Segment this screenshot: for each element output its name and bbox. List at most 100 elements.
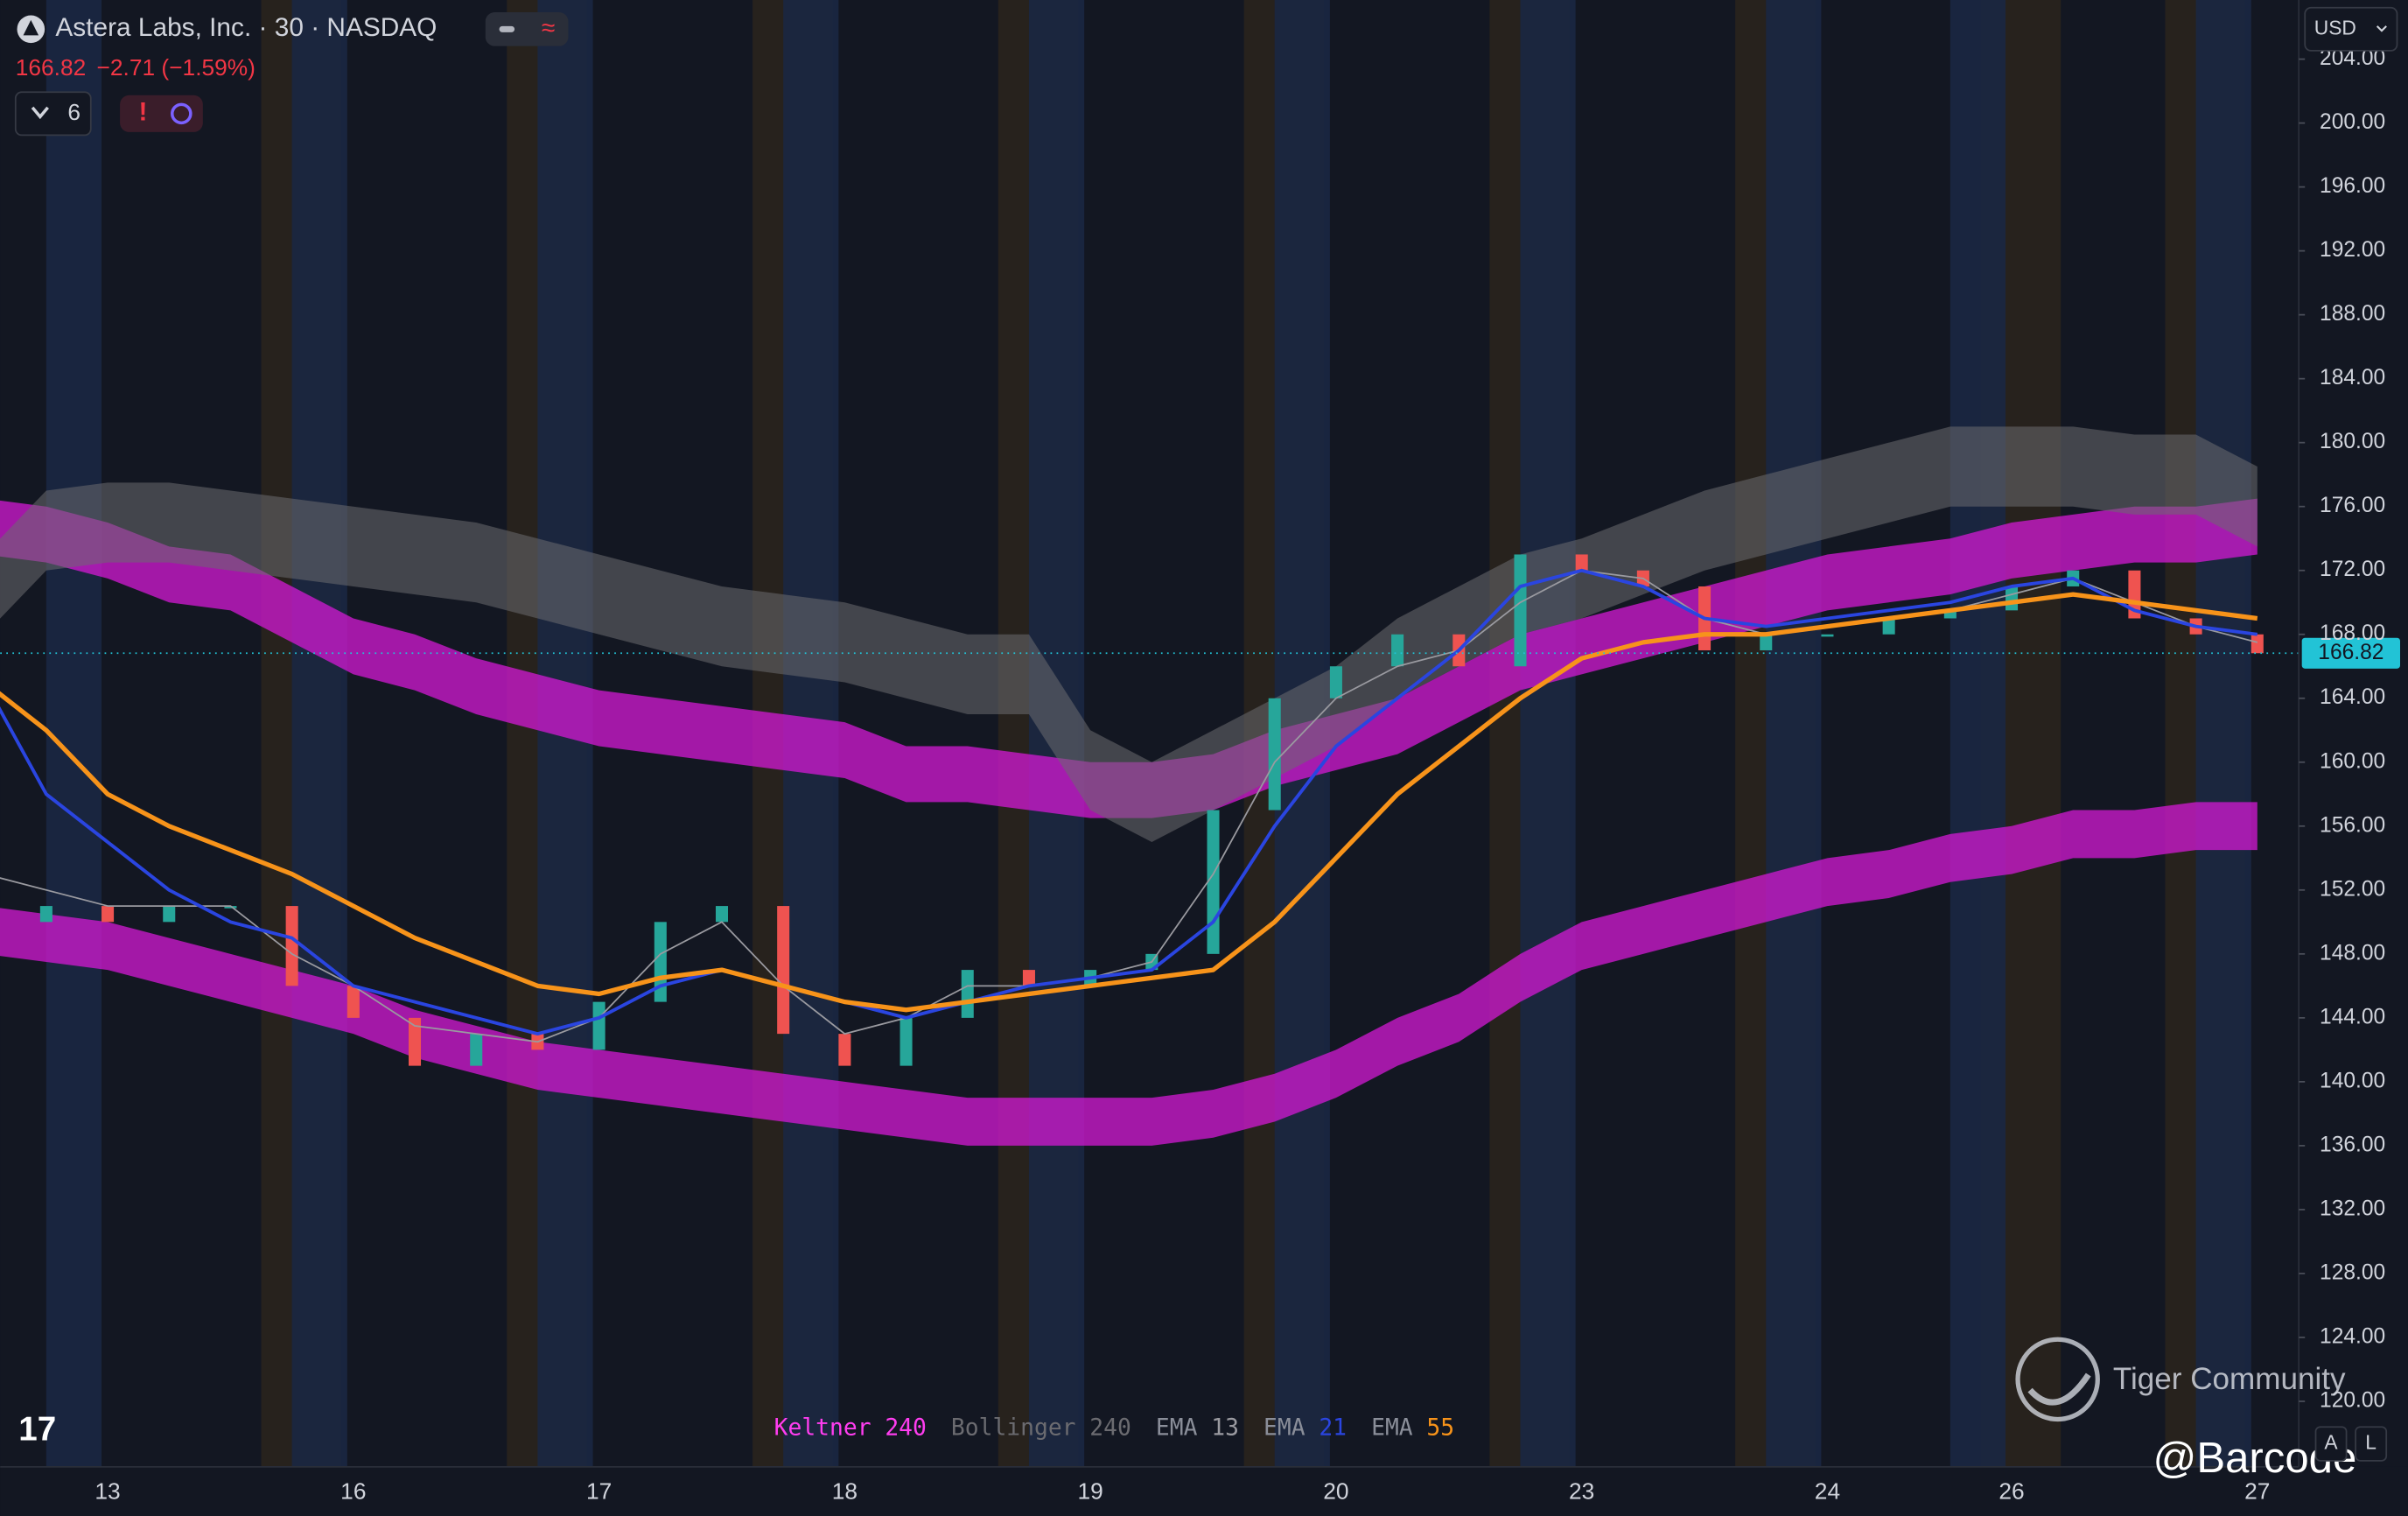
plot xyxy=(0,426,2300,1146)
y-tick-label: 196.00 xyxy=(2320,174,2385,198)
y-tick-label: 180.00 xyxy=(2320,430,2385,453)
candle xyxy=(1391,634,1404,667)
candle xyxy=(777,906,790,1035)
candle xyxy=(1514,554,1527,667)
button-label: L xyxy=(2365,1431,2376,1454)
status-pill[interactable] xyxy=(485,12,569,46)
y-tick-label: 144.00 xyxy=(2320,1005,2385,1028)
x-tick-label: 27 xyxy=(2244,1478,2270,1505)
sync-icon xyxy=(171,102,192,125)
y-tick-label: 136.00 xyxy=(2320,1133,2385,1156)
x-tick-label: 19 xyxy=(1078,1478,1103,1505)
y-tick-label: 128.00 xyxy=(2320,1260,2385,1284)
candle xyxy=(1943,610,1956,619)
log-scale-button[interactable] xyxy=(2355,1426,2388,1462)
x-tick-label: 23 xyxy=(1569,1478,1594,1505)
y-tick-label: 176.00 xyxy=(2320,494,2385,517)
candle xyxy=(961,970,974,1018)
chevron-icon xyxy=(31,106,49,120)
legend-length: 55 xyxy=(1426,1414,1454,1441)
bollinger-ribbon xyxy=(0,426,2258,843)
candle xyxy=(1760,634,1773,650)
x-tick-label: 24 xyxy=(1815,1478,1840,1505)
y-tick-label: 152.00 xyxy=(2320,877,2385,901)
legend-name: EMA xyxy=(1264,1414,1306,1441)
x-tick-label: 16 xyxy=(340,1478,366,1505)
candle xyxy=(654,922,667,1002)
y-tick-label: 172.00 xyxy=(2320,558,2385,581)
candle xyxy=(1329,666,1342,698)
auto-scale-button[interactable] xyxy=(2314,1426,2348,1462)
last-price-tag xyxy=(2301,637,2400,669)
axes: 166.82 120.00 124.00 128.00 132.00 136.00 140.… xyxy=(94,46,2400,1505)
legend-length: 13 xyxy=(1211,1414,1239,1441)
y-tick-label: 132.00 xyxy=(2320,1197,2385,1220)
y-tick-label: 168.00 xyxy=(2320,621,2385,645)
time-axis-panel xyxy=(0,1466,2408,1516)
candle xyxy=(102,906,115,923)
status-icon: ≈ xyxy=(542,14,555,41)
legend-name: EMA xyxy=(1156,1414,1198,1441)
symbol-title: Astera Labs, Inc. · 30 · NASDAQ xyxy=(55,13,437,42)
y-tick-label: 140.00 xyxy=(2320,1069,2385,1092)
ema-line xyxy=(0,568,2258,1036)
candle xyxy=(1268,698,1281,811)
watermark-logo-mark xyxy=(2027,1372,2091,1406)
price-axis-panel xyxy=(2299,0,2408,1516)
candle xyxy=(2250,634,2264,654)
candle xyxy=(592,1001,606,1050)
indicator-count: 6 xyxy=(67,99,80,125)
candle xyxy=(1821,634,1834,637)
price-change: −2.71 (−1.59%) xyxy=(97,54,256,81)
session-stripes xyxy=(46,0,2251,1467)
candle xyxy=(1882,618,1895,635)
legend-name: Bollinger xyxy=(951,1414,1076,1441)
button-label: A xyxy=(2324,1431,2338,1454)
candle xyxy=(39,906,52,923)
candle xyxy=(715,906,729,923)
last-price-label: 166.82 xyxy=(2318,641,2384,664)
premarket-stripe xyxy=(291,0,347,1467)
alert-icon: ! xyxy=(138,98,147,127)
keltner-ribbon xyxy=(0,802,2258,1146)
candle xyxy=(2128,570,2141,619)
legend-name: Keltner xyxy=(774,1414,872,1441)
last-price: 166.82 xyxy=(16,54,86,81)
x-tick-label: 18 xyxy=(832,1478,858,1505)
y-tick-label: 164.00 xyxy=(2320,685,2385,709)
y-tick-label: 148.00 xyxy=(2320,941,2385,965)
watermark-logo xyxy=(2015,1337,2100,1422)
premarket-stripe xyxy=(1766,0,1822,1467)
legend: Keltner 240 Bollinger 240 EMA 13 EMA 21 EMA 55 xyxy=(774,1414,1454,1441)
symbol-logo-mark xyxy=(23,19,39,36)
candle xyxy=(224,906,237,909)
x-tick-label: 26 xyxy=(1998,1478,2024,1505)
x-tick-label: 17 xyxy=(586,1478,612,1505)
y-tick-label: 160.00 xyxy=(2320,749,2385,773)
candle xyxy=(285,906,298,986)
currency-button[interactable] xyxy=(2304,6,2398,52)
premarket-stripe xyxy=(2195,0,2251,1467)
premarket-stripe xyxy=(1520,0,1576,1467)
y-tick-label: 192.00 xyxy=(2320,238,2385,262)
currency: USD xyxy=(2314,16,2356,39)
legend-length: 21 xyxy=(1319,1414,1347,1441)
candle xyxy=(409,1017,422,1066)
x-tick-label: 20 xyxy=(1323,1478,1348,1505)
premarket-stripe xyxy=(46,0,102,1467)
candle xyxy=(838,1034,851,1066)
candle xyxy=(470,1034,483,1066)
legend-length: 240 xyxy=(885,1414,927,1441)
tv-logo: 17 xyxy=(18,1411,56,1449)
keltner-ribbon xyxy=(0,498,2258,818)
premarket-stripe xyxy=(1950,0,2006,1467)
status-icon xyxy=(499,25,515,32)
y-tick-label: 184.00 xyxy=(2320,366,2385,390)
indicator-toggle[interactable] xyxy=(14,91,92,137)
candle xyxy=(1022,970,1035,986)
candle xyxy=(2006,586,2019,611)
legend-length: 240 xyxy=(1089,1414,1131,1441)
chevron-icon xyxy=(2376,25,2387,32)
candle xyxy=(346,986,360,1018)
